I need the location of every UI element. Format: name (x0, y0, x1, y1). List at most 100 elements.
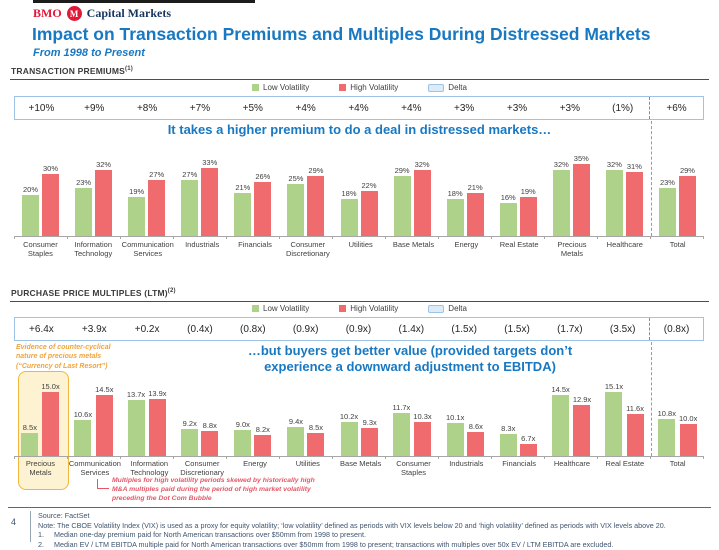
bar-value-label: 14.5x (95, 385, 114, 395)
bar-value-label: 32% (96, 159, 112, 169)
legend: Low Volatility High Volatility Delta (0, 304, 719, 313)
high-volatility-bar (678, 176, 696, 236)
delta-value: +10% (28, 102, 55, 114)
callout-connector-line (97, 479, 109, 489)
bar-column: 9.4x (287, 417, 305, 456)
bar-value-label: 8.8x (202, 421, 217, 431)
note-line: Note: The CBOE Volatility Index (VIX) is… (38, 520, 666, 530)
bar-group-communication-services: 10.6x 14.5x (67, 385, 120, 456)
bar-column: 9.3x (361, 418, 379, 456)
bar-value-label: 32% (414, 159, 430, 169)
bar-column: 8.3x (499, 424, 517, 456)
bar-column: 29% (393, 166, 411, 236)
high-volatility-bar (413, 169, 431, 236)
legend-item-low-volatility: Low Volatility (252, 304, 309, 313)
legend-swatch-icon (252, 305, 260, 312)
low-volatility-bar (340, 422, 358, 456)
bar-group-industrials: 27% 33% (173, 158, 226, 236)
bar-value-label: 10.3x (413, 411, 432, 421)
bar-group-industrials: 10.1x 8.6x (439, 413, 492, 456)
bar-column: 10.2x (340, 412, 358, 456)
category-axis: Consumer Staples Information Technology Co… (14, 240, 704, 258)
bar-value-label: 14.5x (551, 385, 570, 395)
low-volatility-bar (21, 433, 39, 456)
bar-column: 18% (446, 188, 464, 236)
bar-column: 20% (22, 185, 40, 236)
bar-value-label: 21% (235, 182, 251, 192)
bar-value-label: 35% (573, 153, 589, 163)
axis-tick (651, 237, 704, 239)
bar-column: 22% (360, 181, 378, 236)
footnote-2: 2. Median EV / LTM EBITDA multiple paid … (38, 540, 614, 550)
high-volatility-bar (519, 196, 537, 236)
axis-tick (68, 457, 121, 459)
bar-group-real-estate: 15.1x 11.6x (598, 382, 651, 456)
axis-tick (492, 237, 545, 239)
page-number: 4 (11, 517, 17, 527)
section-heading-multiples: PURCHASE PRICE MULTIPLES (LTM)(2) (11, 288, 176, 298)
bar-column: 10.3x (413, 411, 432, 456)
high-volatility-bar (467, 432, 485, 456)
bar-value-label: 8.6x (468, 422, 483, 432)
bar-column: 32% (605, 159, 623, 236)
axis-tick (121, 457, 174, 459)
bar-column: 14.5x (551, 385, 570, 456)
bar-value-label: 9.3x (362, 418, 377, 427)
low-volatility-bar (605, 169, 623, 236)
category-label: Information Technology (130, 459, 169, 477)
bar-value-label: 31% (626, 161, 642, 171)
delta-value: (0.9x) (345, 323, 372, 335)
bar-column: 14.5x (95, 385, 113, 456)
bar-column: 27% (181, 170, 199, 236)
low-volatility-bar (605, 391, 623, 456)
top-edge-artifact (33, 0, 255, 3)
bar-value-label: 13.9x (148, 389, 167, 398)
category-label: Consumer Discretionary (180, 459, 225, 477)
bar-group-healthcare: 14.5x 12.9x (545, 385, 598, 456)
bar-value-label: 16% (500, 192, 516, 202)
category-label: Consumer Staples (23, 240, 58, 258)
bar-value-label: 9.2x (182, 418, 197, 428)
bar-value-label: 19% (129, 186, 145, 196)
axis-tick (121, 237, 174, 239)
delta-value: (1%) (612, 102, 634, 114)
delta-value: (1.5x) (451, 323, 477, 335)
page-title: Impact on Transaction Premiums and Multi… (32, 24, 651, 44)
high-volatility-bar (148, 180, 166, 236)
bar-column: 6.7x (519, 434, 537, 456)
legend-item-high-volatility: High Volatility (339, 83, 398, 92)
bar-column: 9.2x (181, 418, 199, 456)
legend-item-high-volatility: High Volatility (339, 304, 398, 313)
category-label: Energy (243, 459, 267, 468)
bar-group-real-estate: 16% 19% (492, 187, 545, 236)
high-volatility-bar (95, 169, 113, 236)
bar-value-label: 23% (76, 178, 92, 188)
bar-value-label: 32% (553, 159, 569, 169)
bar-column: 19% (519, 187, 537, 236)
bar-value-label: 32% (606, 159, 622, 169)
category-label: Industrials (185, 240, 220, 249)
delta-value: (1.4x) (398, 323, 425, 335)
category-label: Utilities (295, 459, 320, 468)
delta-value: (1.7x) (557, 323, 583, 335)
bar-column: 32% (413, 159, 431, 236)
bar-column: 30% (42, 164, 60, 236)
chart-message: It takes a higher premium to do a deal i… (167, 122, 552, 137)
axis-tick (386, 457, 439, 459)
bar-value-label: 11.6x (626, 403, 644, 413)
axis-tick (227, 237, 280, 239)
bar-value-label: 12.9x (572, 395, 592, 405)
legend-label: Delta (448, 304, 467, 313)
low-volatility-bar (128, 196, 146, 236)
axis-tick (598, 457, 651, 459)
legend-label: Delta (448, 83, 467, 92)
bar-column: 13.9x (148, 389, 167, 456)
bar-value-label: 23% (659, 178, 675, 188)
bar-column: 31% (625, 161, 643, 236)
axis-tick (333, 237, 386, 239)
bar-value-label: 18% (447, 188, 463, 198)
total-divider-line (651, 121, 652, 236)
axis-tick (492, 457, 545, 459)
delta-value: +3% (454, 102, 475, 114)
bar-group-consumer-staples: 11.7x 10.3x (386, 403, 439, 456)
